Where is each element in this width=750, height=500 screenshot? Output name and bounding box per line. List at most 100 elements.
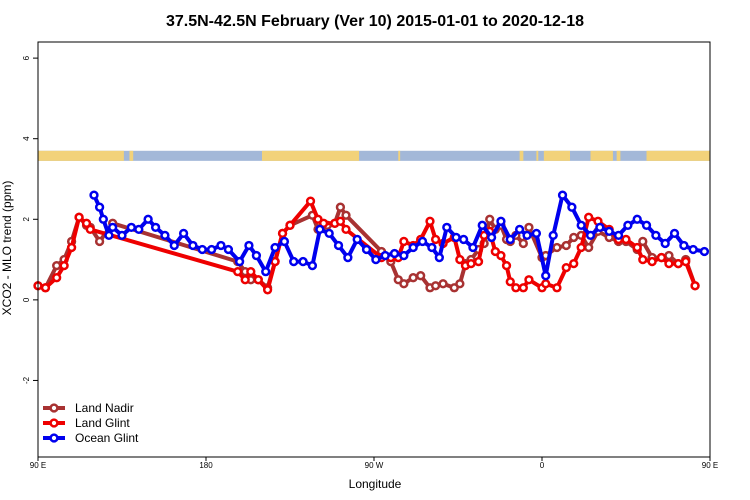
data-point-ocean-glint [188, 240, 198, 251]
data-point-land-glint [40, 283, 51, 293]
data-point-land-nadir [438, 279, 448, 289]
data-point-ocean-glint [178, 228, 189, 239]
axes: -2 0 2 4 6 90 E 180 90 W 0 90 E [22, 55, 718, 470]
data-point-ocean-glint [541, 271, 551, 281]
data-point-ocean-glint [505, 234, 515, 245]
y-tick-label: -2 [22, 376, 31, 384]
data-point-land-glint [285, 220, 295, 230]
legend-label: Land Glint [75, 416, 130, 430]
data-point-ocean-glint [126, 222, 136, 232]
legend-marker [49, 433, 59, 443]
legend-label: Land Nadir [75, 401, 134, 415]
y-tick-label: 4 [22, 136, 31, 141]
data-point-land-glint [681, 256, 691, 267]
x-tick-label: 90 W [365, 461, 384, 470]
data-point-land-glint [262, 285, 273, 295]
data-point-ocean-glint [234, 256, 245, 267]
data-point-ocean-glint [389, 248, 400, 259]
data-point-land-glint [576, 242, 586, 253]
data-point-ocean-glint [117, 230, 127, 241]
data-point-land-glint [85, 224, 95, 235]
data-point-land-nadir [524, 222, 534, 232]
landmask-ocean [38, 150, 710, 161]
data-point-ocean-glint [604, 226, 614, 237]
data-point-ocean-glint [270, 242, 280, 253]
data-point-land-glint [473, 256, 484, 267]
data-point-land-nadir [408, 273, 418, 283]
data-point-land-glint [561, 262, 571, 273]
data-point-land-glint [511, 283, 521, 293]
landmask-land-5 [536, 150, 539, 161]
data-point-land-nadir [638, 236, 648, 247]
data-point-land-glint [638, 254, 648, 265]
data-point-land-glint [501, 260, 512, 271]
chart-title: 37.5N-42.5N February (Ver 10) 2015-01-01… [166, 13, 584, 30]
data-point-land-nadir [561, 240, 571, 251]
x-tick-label: 90 E [30, 461, 46, 470]
data-point-land-glint [584, 212, 594, 222]
data-point-ocean-glint [104, 230, 114, 241]
data-point-land-glint [341, 224, 351, 235]
data-point-ocean-glint [94, 202, 105, 212]
series-ocean-glint [89, 190, 710, 281]
data-point-ocean-glint [496, 216, 506, 226]
legend-item-land-nadir: Land Nadir [43, 401, 134, 415]
data-point-ocean-glint [150, 222, 161, 232]
data-point-ocean-glint [548, 230, 558, 241]
data-point-ocean-glint [343, 252, 353, 263]
data-point-land-glint [505, 277, 515, 287]
data-point-ocean-glint [206, 244, 217, 255]
data-point-ocean-glint [669, 228, 680, 239]
legend-marker [49, 418, 59, 428]
landmask-land-4 [519, 150, 524, 161]
data-point-land-nadir [584, 242, 594, 253]
data-point-ocean-glint [699, 246, 710, 257]
data-point-land-glint [399, 236, 409, 247]
data-point-ocean-glint [632, 214, 642, 224]
landmask-land-9 [646, 150, 710, 161]
data-point-land-glint [253, 275, 263, 285]
data-point-land-nadir [455, 279, 465, 289]
data-point-land-glint [673, 258, 683, 269]
data-point-ocean-glint [442, 222, 452, 232]
legend-marker [49, 403, 59, 413]
data-point-land-glint [656, 252, 667, 263]
data-point-ocean-glint [468, 242, 478, 253]
data-point-land-nadir [341, 210, 351, 220]
data-point-ocean-glint [361, 244, 372, 255]
data-point-land-glint [233, 267, 243, 277]
data-point-ocean-glint [197, 244, 207, 255]
data-point-land-glint [632, 242, 642, 253]
data-point-land-nadir [552, 242, 562, 253]
data-point-ocean-glint [371, 254, 381, 265]
data-point-land-glint [59, 260, 69, 271]
data-point-land-glint [240, 275, 250, 285]
data-point-land-glint [66, 242, 77, 253]
landmask-land-8 [616, 150, 621, 161]
data-point-ocean-glint [244, 240, 254, 251]
data-point-land-glint [466, 258, 476, 269]
data-point-land-nadir [664, 250, 674, 261]
data-point-ocean-glint [427, 242, 437, 253]
landmask-land-6 [543, 150, 570, 161]
data-point-ocean-glint [660, 238, 670, 249]
data-point-ocean-glint [298, 256, 308, 267]
data-point-ocean-glint [417, 236, 428, 247]
x-axis-label: Longitude [349, 477, 402, 491]
data-point-land-glint [455, 254, 465, 265]
data-point-land-glint [524, 275, 534, 285]
data-point-land-glint [569, 258, 579, 269]
data-point-ocean-glint [641, 220, 652, 230]
data-point-ocean-glint [108, 222, 118, 232]
data-point-land-glint [425, 216, 435, 226]
y-tick-label: 0 [22, 297, 31, 302]
data-point-ocean-glint [143, 214, 153, 224]
data-point-ocean-glint [315, 224, 325, 235]
data-point-ocean-glint [324, 228, 334, 239]
data-point-ocean-glint [451, 232, 461, 243]
data-point-ocean-glint [531, 228, 542, 239]
data-point-land-glint [277, 228, 288, 239]
data-point-ocean-glint [289, 256, 299, 267]
